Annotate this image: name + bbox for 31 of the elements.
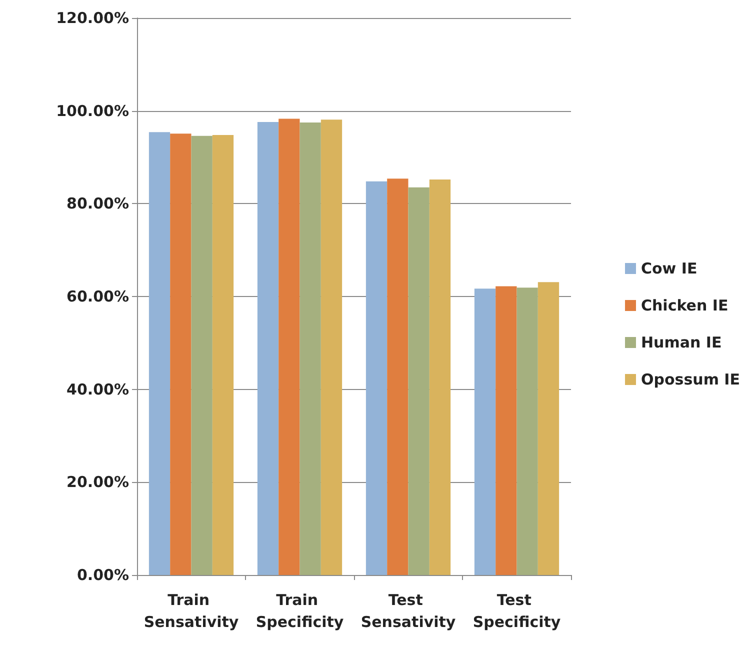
legend-label: Chicken IE [640,296,728,314]
bar [257,122,279,575]
bar [387,178,408,575]
x-tick-label: Test Specificity [472,591,561,631]
bar [429,180,451,575]
legend-label: Cow IE [640,260,698,278]
x-tick-label: Train Sensativity [144,591,239,631]
bar [516,288,538,575]
y-tick-label: 80.00% [66,194,129,213]
bar [366,181,388,575]
bar [474,288,496,575]
bar [212,134,234,575]
bar [538,282,560,575]
y-tick-label: 40.00% [66,380,129,398]
bar [408,187,430,575]
bar [278,118,300,575]
bar [320,120,342,575]
bar [191,136,212,575]
y-tick-label: 120.00% [56,9,129,27]
y-tick-label: 100.00% [56,102,129,120]
bar [148,132,170,575]
legend-label: Human IE [640,334,722,352]
bar [496,286,517,575]
bar [170,134,192,575]
x-tick-label: Test Sensativity [360,591,456,631]
x-tick-label: Train Specificity [256,591,344,631]
y-tick-label: 60.00% [66,288,129,306]
legend-label: Opossum IE [640,370,740,388]
bar [300,122,321,575]
y-tick-label: 20.00% [66,473,129,492]
y-tick-label: 0.00% [76,566,129,584]
